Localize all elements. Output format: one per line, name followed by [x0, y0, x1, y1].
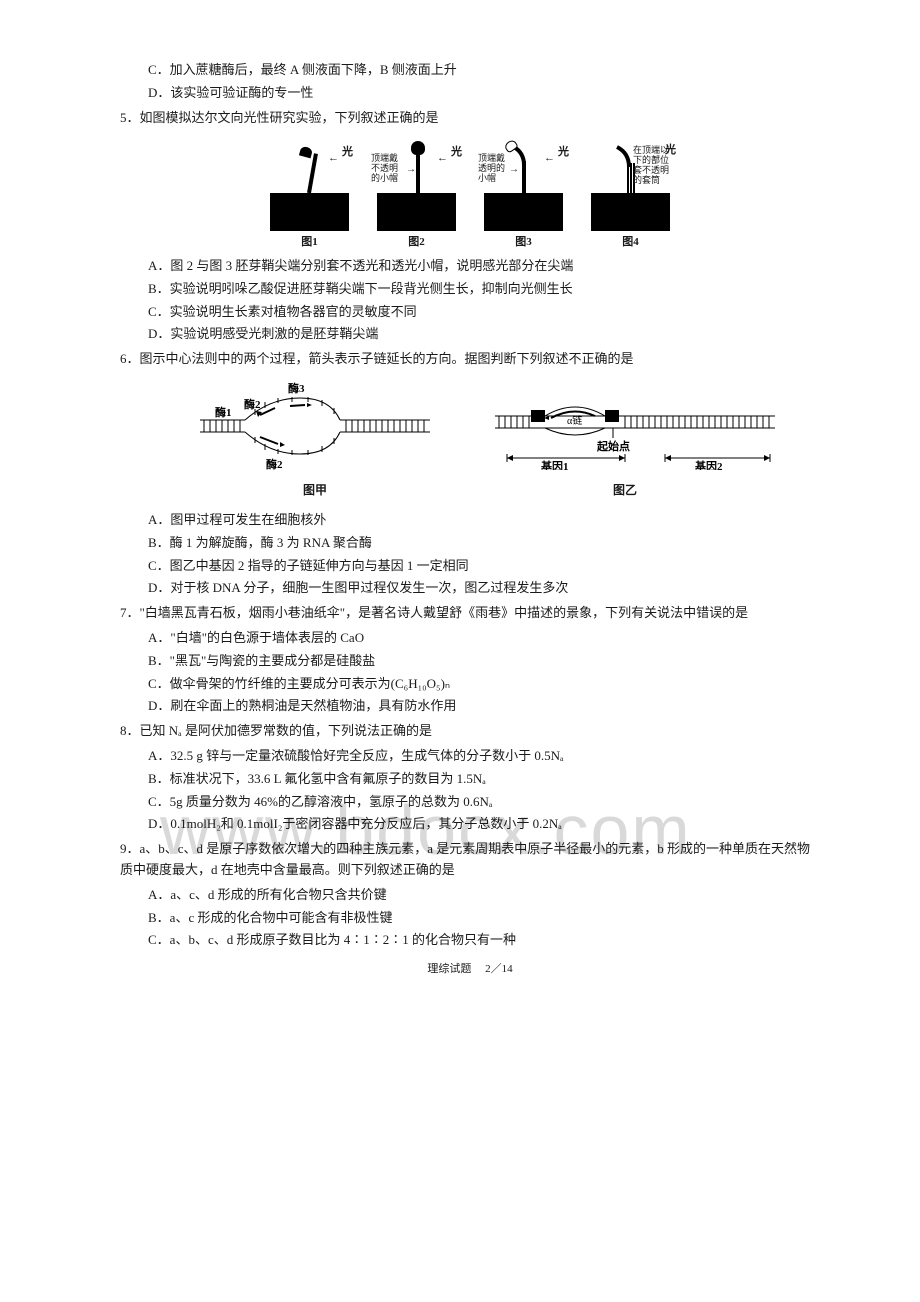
q4-option-c: C．加入蔗糖酶后，最终 A 侧液面下降，B 侧液面上升: [120, 60, 820, 81]
q5-fig4: 光 ← 在顶端以 下的部位 套不透明 的套筒 图4: [583, 136, 678, 252]
q8-option-a: A．32.5 g 锌与一定量浓硫酸恰好完全反应，生成气体的分子数小于 0.5Nₐ: [120, 746, 820, 767]
footer-page: 2／14: [485, 963, 513, 975]
q8-option-b: B．标准状况下，33.6 L 氟化氢中含有氟原子的数目为 1.5Nₐ: [120, 769, 820, 790]
q5-fig1: 光 ← 图1: [262, 136, 357, 252]
q6-label-m1: 酶1: [215, 405, 232, 419]
q6-label-m2: 酶2: [244, 397, 261, 411]
q7-option-d: D．刷在伞面上的熟桐油是天然植物油，具有防水作用: [120, 696, 820, 717]
q9-option-c: C．a、b、c、d 形成原子数目比为 4∶1∶2∶1 的化合物只有一种: [120, 930, 820, 951]
q6-option-d: D．对于核 DNA 分子，细胞一生图甲过程仅发生一次，图乙过程发生多次: [120, 578, 820, 599]
q8-stem: 8．已知 Nₐ 是阿伏加德罗常数的值，下列说法正确的是: [120, 721, 820, 742]
q5-option-c: C．实验说明生长素对植物各器官的灵敏度不同: [120, 302, 820, 323]
q5-fig3-caption: 图3: [515, 234, 532, 252]
q8-option-d: D．0.1molH₂和 0.1molI₂于密闭容器中充分反应后，其分子总数小于 …: [120, 814, 820, 835]
q5-fig2: 光 ← 顶端戴 不透明 的小帽 → 图2: [369, 136, 464, 252]
q5-figure-row: 光 ← 图1 光 ← 顶端戴 不透明 的小帽 → 图2: [120, 136, 820, 252]
q6-label-alpha: α链: [567, 414, 582, 427]
q5-fig3: 光 ← 顶端戴 透明的 小帽 → 图3: [476, 136, 571, 252]
q5-cap1-label: 顶端戴 不透明 的小帽: [371, 154, 409, 184]
q5-fig2-caption: 图2: [408, 234, 425, 252]
q5-option-b: B．实验说明吲哚乙酸促进胚芽鞘尖端下一段背光侧生长，抑制向光侧生长: [120, 279, 820, 300]
q5-cap3-label: 在顶端以 下的部位 套不透明 的套筒: [633, 146, 679, 186]
q6-option-a: A．图甲过程可发生在细胞核外: [120, 510, 820, 531]
q6-panel-jia: 酶3: [185, 380, 445, 500]
q9-option-a: A．a、c、d 形成的所有化合物只含共价键: [120, 885, 820, 906]
q7-stem: 7．"白墙黑瓦青石板，烟雨小巷油纸伞"，是著名诗人戴望舒《雨巷》中描述的景象，下…: [120, 603, 820, 624]
q9-option-b: B．a、c 形成的化合物中可能含有非极性键: [120, 908, 820, 929]
q6-label-m3: 酶3: [288, 381, 305, 395]
q6-label-mei2: 酶2: [266, 457, 283, 470]
q6-diagram: 酶3: [120, 380, 820, 500]
q7-option-c: C．做伞骨架的竹纤维的主要成分可表示为(C₆H₁₀O₅)ₙ: [120, 674, 820, 695]
q6-caption-jia: 图甲: [185, 481, 445, 500]
q6-panel-yi: α链 起始点 基因1 基因2 图乙: [495, 380, 755, 500]
q5-stem: 5．如图模拟达尔文向光性研究实验，下列叙述正确的是: [120, 108, 820, 129]
q4-option-d: D．该实验可验证酶的专一性: [120, 83, 820, 104]
q9-stem: 9．a、b、c、d 是原子序数依次增大的四种主族元素，a 是元素周期表中原子半径…: [120, 839, 820, 881]
q6-caption-yi: 图乙: [495, 481, 755, 500]
q7-option-b: B．"黑瓦"与陶瓷的主要成分都是硅酸盐: [120, 651, 820, 672]
q6-stem: 6．图示中心法则中的两个过程，箭头表示子链延长的方向。据图判断下列叙述不正确的是: [120, 349, 820, 370]
q6-option-b: B．酶 1 为解旋酶，酶 3 为 RNA 聚合酶: [120, 533, 820, 554]
q6-label-start: 起始点: [596, 439, 630, 453]
light-label: 光: [451, 144, 462, 162]
page-footer: 理综试题 2／14: [120, 961, 820, 979]
footer-label: 理综试题: [427, 963, 471, 975]
q5-cap2-label: 顶端戴 透明的 小帽: [478, 154, 512, 184]
light-label: 光: [558, 144, 569, 162]
q6-label-gene2: 基因2: [694, 459, 723, 470]
q7-option-a: A．"白墙"的白色源于墙体表层的 CaO: [120, 628, 820, 649]
q8-option-c: C．5g 质量分数为 46%的乙醇溶液中，氢原子的总数为 0.6Nₐ: [120, 792, 820, 813]
q5-option-a: A．图 2 与图 3 胚芽鞘尖端分别套不透光和透光小帽，说明感光部分在尖端: [120, 256, 820, 277]
light-label: 光: [342, 144, 353, 162]
q5-fig4-caption: 图4: [622, 234, 639, 252]
q6-option-c: C．图乙中基因 2 指导的子链延伸方向与基因 1 一定相同: [120, 556, 820, 577]
q5-fig1-caption: 图1: [301, 234, 318, 252]
q5-option-d: D．实验说明感受光刺激的是胚芽鞘尖端: [120, 324, 820, 345]
page-content: C．加入蔗糖酶后，最终 A 侧液面下降，B 侧液面上升 D．该实验可验证酶的专一…: [0, 0, 920, 1019]
q6-label-gene1: 基因1: [540, 459, 569, 470]
